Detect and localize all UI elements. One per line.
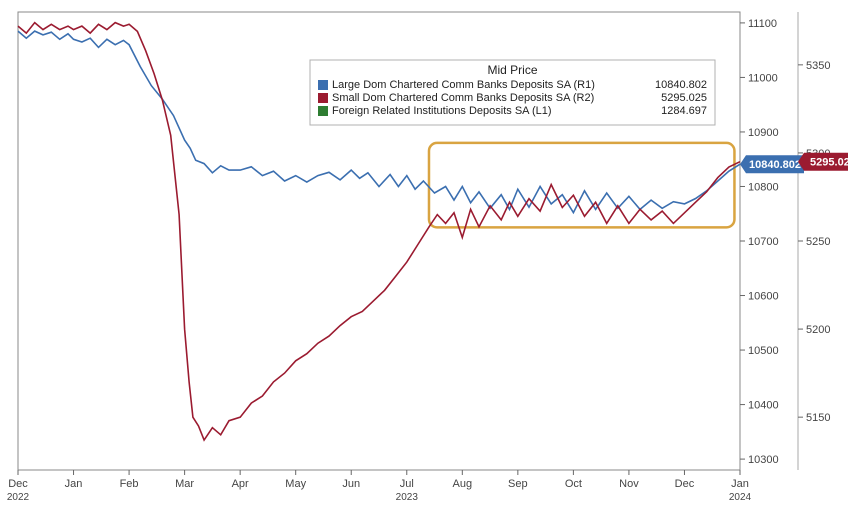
legend-label: Small Dom Chartered Comm Banks Deposits … [332,92,594,104]
legend-swatch [318,106,328,116]
highlight-rect [429,143,734,228]
x-tick-year: 2024 [729,492,752,503]
y-tick-r2: 5150 [806,412,830,424]
x-tick-label: Jun [342,478,360,490]
chart-svg: Dec 2022 Jan Feb Mar Apr May Jun Jul 2023 Aug Sep Oc… [0,0,848,515]
y-tick-r1: 10600 [748,291,779,303]
x-tick-label: Mar [175,478,194,490]
y-tick-r2: 5200 [806,324,830,336]
y-tick-r1: 10900 [748,127,779,139]
legend-value: 5295.025 [661,92,707,104]
x-tick-year: 2023 [396,492,419,503]
x-tick-year: 2022 [7,492,30,503]
x-tick-label: Feb [120,478,139,490]
y-tick-r1: 11100 [748,18,777,30]
legend-swatch [318,80,328,90]
x-tick-label: Jan [731,478,749,490]
end-value-pill: 5295.025 [798,153,848,171]
x-tick-label: Sep [508,478,528,490]
x-tick-label: May [285,478,306,490]
x-tick-label: Apr [232,478,249,490]
x-tick-label: Nov [619,478,639,490]
legend-value: 1284.697 [661,105,707,117]
y-tick-r1: 10700 [748,236,779,248]
y-tick-r2: 5250 [806,236,830,248]
y-tick-r1: 10300 [748,454,779,466]
y-tick-r1: 11000 [748,72,778,84]
y-tick-r1: 10400 [748,400,779,412]
x-tick-label: Dec [8,478,28,490]
legend-title: Mid Price [487,63,537,77]
legend: Mid Price Large Dom Chartered Comm Banks … [310,60,715,125]
x-tick-label: Jan [65,478,83,490]
x-tick-label: Dec [675,478,695,490]
legend-label: Large Dom Chartered Comm Banks Deposits … [332,79,595,91]
legend-value: 10840.802 [655,79,707,91]
end-value-pill: 10840.802 [740,155,804,173]
y-tick-r2: 5350 [806,60,830,72]
legend-label: Foreign Related Institutions Deposits SA… [332,105,552,117]
svg-text:5295.025: 5295.025 [810,157,848,169]
x-tick-label: Oct [565,478,582,490]
x-tick-label: Aug [453,478,473,490]
x-tick-label: Jul [400,478,414,490]
y-tick-r1: 10800 [748,181,779,193]
legend-swatch [318,93,328,103]
y-tick-r1: 10500 [748,345,779,357]
chart-container: Dec 2022 Jan Feb Mar Apr May Jun Jul 2023 Aug Sep Oc… [0,0,848,515]
svg-text:10840.802: 10840.802 [749,159,801,171]
